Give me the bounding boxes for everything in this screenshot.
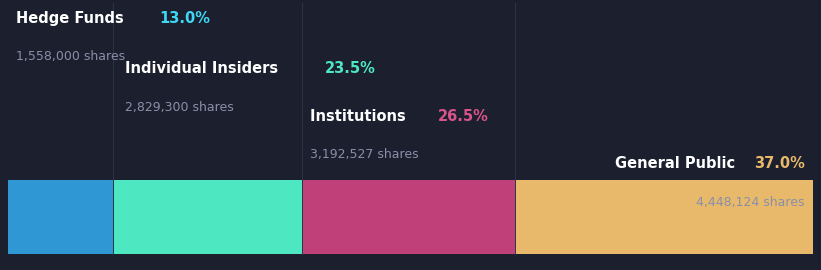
Bar bbox=[302, 180, 515, 254]
Text: 37.0%: 37.0% bbox=[754, 156, 805, 171]
Text: 26.5%: 26.5% bbox=[438, 109, 488, 124]
Text: 13.0%: 13.0% bbox=[159, 11, 210, 26]
Bar bbox=[8, 180, 112, 254]
Text: 4,448,124 shares: 4,448,124 shares bbox=[696, 196, 805, 209]
Bar bbox=[112, 180, 302, 254]
Text: 23.5%: 23.5% bbox=[325, 61, 376, 76]
Text: 3,192,527 shares: 3,192,527 shares bbox=[310, 148, 419, 161]
Text: 2,829,300 shares: 2,829,300 shares bbox=[125, 101, 234, 114]
Text: General Public: General Public bbox=[615, 156, 741, 171]
Text: 1,558,000 shares: 1,558,000 shares bbox=[16, 50, 126, 63]
Text: Individual Insiders: Individual Insiders bbox=[125, 61, 283, 76]
Text: Institutions: Institutions bbox=[310, 109, 410, 124]
Text: Hedge Funds: Hedge Funds bbox=[16, 11, 129, 26]
Bar bbox=[515, 180, 813, 254]
